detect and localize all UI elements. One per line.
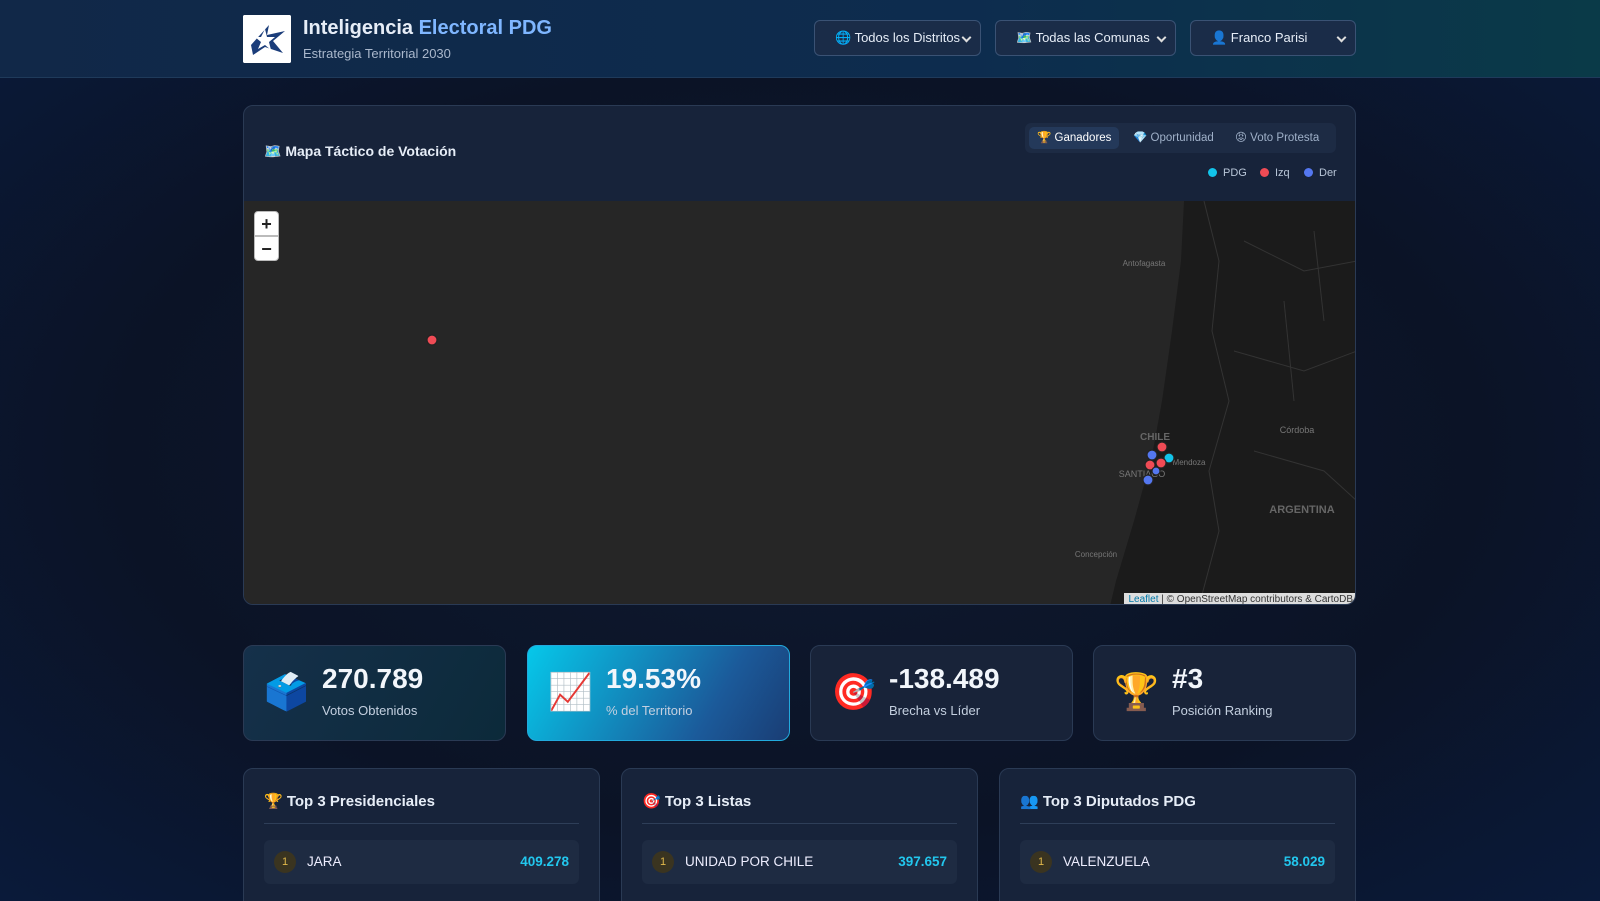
rank-name: UNIDAD POR CHILE — [685, 854, 814, 869]
legend-item: Izq — [1260, 167, 1290, 179]
title-accent: Electoral PDG — [418, 17, 552, 39]
rank-name: JARA — [307, 854, 342, 869]
panel-title: 🏆 Top 3 Presidenciales — [264, 793, 435, 810]
kpi-icon: 🎯 — [831, 671, 876, 712]
legend-label: Der — [1319, 167, 1337, 179]
rank-badge: 1 — [652, 851, 674, 873]
marker[interactable] — [1151, 466, 1161, 476]
top-panel: 🎯 Top 3 Listas 1 UNIDAD POR CHILE 397.657 — [621, 768, 978, 901]
attribution-text: | © OpenStreetMap contributors & CartoDB — [1161, 594, 1353, 605]
divider — [1020, 823, 1335, 824]
app-title: Inteligencia Electoral PDG — [303, 17, 552, 40]
rank-name: VALENZUELA — [1063, 854, 1150, 869]
leaflet-link[interactable]: Leaflet — [1128, 594, 1159, 605]
kpi-icon: 🗳️ — [264, 671, 309, 712]
kpi-label: % del Territorio — [606, 703, 693, 718]
rank-row: 1 VALENZUELA 58.029 — [1020, 840, 1335, 884]
rank-row: 1 JARA 409.278 — [264, 840, 579, 884]
header: Inteligencia Electoral PDG Estrategia Te… — [0, 0, 1600, 78]
place-label: Concepción — [1075, 550, 1117, 559]
kpi-icon: 📈 — [548, 671, 593, 712]
legend-item: Der — [1304, 167, 1337, 179]
attribution: Leaflet | © OpenStreetMap contributors &… — [1124, 593, 1355, 605]
legend-label: Izq — [1275, 167, 1290, 179]
divider — [642, 823, 957, 824]
logo — [243, 15, 291, 63]
marker[interactable] — [1146, 449, 1158, 461]
place-label: Mendoza — [1173, 458, 1206, 467]
kpi-value: #3 — [1172, 663, 1204, 694]
tab-protest[interactable]: 😡 Voto Protesta — [1235, 132, 1320, 144]
marker[interactable] — [1142, 474, 1154, 486]
panel-title: 👥 Top 3 Diputados PDG — [1020, 793, 1196, 810]
marker[interactable] — [426, 334, 438, 346]
kpi-value: 19.53% — [606, 663, 701, 694]
map-tiles: Antofagasta Córdoba CHILE Mendoza SANTIA… — [426, 201, 1355, 604]
kpi-value: -138.489 — [889, 663, 1000, 694]
map-title: 🗺️ Mapa Táctico de Votación — [264, 143, 457, 159]
rank-value: 58.029 — [1283, 854, 1325, 869]
kpi-value: 270.789 — [322, 663, 424, 694]
kpi-label: Votos Obtenidos — [322, 703, 418, 718]
kpi-card: 🎯 -138.489 Brecha vs Líder — [810, 645, 1073, 741]
kpi-card: 📈 19.53% % del Territorio — [527, 645, 790, 741]
rank-badge: 1 — [274, 851, 296, 873]
tab-winners[interactable]: 🏆 Ganadores — [1029, 127, 1120, 149]
kpi-label: Brecha vs Líder — [889, 703, 981, 718]
marker[interactable] — [1156, 441, 1168, 453]
place-label: CHILE — [1140, 432, 1170, 443]
rank-value: 397.657 — [898, 854, 947, 869]
marker[interactable] — [1144, 459, 1156, 471]
tab-opportunity[interactable]: 💎 Oportunidad — [1133, 132, 1214, 144]
marker[interactable] — [1163, 452, 1175, 464]
kpi-icon: 🏆 — [1114, 671, 1159, 712]
candidate-select[interactable]: 👤 Franco Parisi — [1190, 20, 1356, 56]
top-panel: 🏆 Top 3 Presidenciales 1 JARA 409.278 — [243, 768, 600, 901]
place-label: ARGENTINA — [1269, 504, 1334, 516]
rank-value: 409.278 — [520, 854, 569, 869]
map[interactable]: Antofagasta Córdoba CHILE Mendoza SANTIA… — [244, 201, 1355, 605]
district-select[interactable]: 🌐 Todos los Distritos — [814, 20, 981, 56]
rank-badge: 1 — [1030, 851, 1052, 873]
land — [1110, 201, 1355, 604]
borders — [1199, 201, 1355, 604]
kpi-card: 🗳️ 270.789 Votos Obtenidos — [243, 645, 506, 741]
top-panel: 👥 Top 3 Diputados PDG 1 VALENZUELA 58.029 — [999, 768, 1356, 901]
zoom-out[interactable]: − — [254, 236, 279, 261]
marker[interactable] — [1155, 457, 1167, 469]
place-label: SANTIAGO — [1119, 469, 1166, 479]
rank-row: 1 UNIDAD POR CHILE 397.657 — [642, 840, 957, 884]
zoom-in[interactable]: + — [254, 211, 279, 236]
markers — [426, 334, 1175, 486]
app-subtitle: Estrategia Territorial 2030 — [303, 46, 451, 61]
divider — [264, 823, 579, 824]
kpi-label: Posición Ranking — [1172, 703, 1273, 718]
legend-item: PDG — [1208, 167, 1247, 179]
place-label: Córdoba — [1280, 425, 1315, 435]
title-main: Inteligencia — [303, 17, 414, 39]
legend-label: PDG — [1223, 167, 1247, 179]
panel-title: 🎯 Top 3 Listas — [642, 793, 752, 810]
kpi-card: 🏆 #3 Posición Ranking — [1093, 645, 1356, 741]
commune-select[interactable]: 🗺️ Todas las Comunas — [995, 20, 1176, 56]
place-label: Antofagasta — [1123, 259, 1166, 268]
map-panel: 🗺️ Mapa Táctico de Votación 🏆 Ganadores … — [243, 105, 1356, 605]
map-tabs: 🏆 Ganadores 💎 Oportunidad 😡 Voto Protest… — [1025, 123, 1336, 153]
